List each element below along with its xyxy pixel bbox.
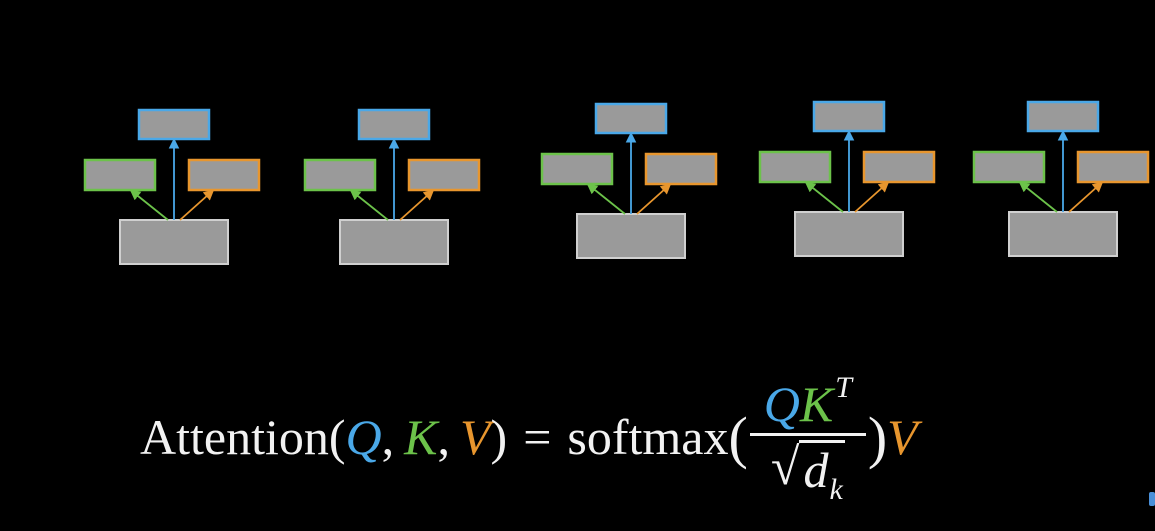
attention-unit-2 — [303, 108, 481, 265]
numerator-q: Q — [763, 376, 800, 432]
key-node — [758, 150, 832, 184]
formula-big-close-paren: ) — [867, 404, 888, 470]
denominator-subscript: k — [829, 473, 843, 506]
formula-comma-2: , — [437, 409, 451, 465]
attention-formula: Attention ( Q , K , V ) = softmax ( Q K … — [140, 352, 918, 522]
key-arrow — [1018, 181, 1058, 213]
numerator-k: K — [799, 376, 834, 432]
fraction-denominator: √ d k — [770, 436, 845, 505]
denominator-d: d — [803, 442, 829, 498]
attention-unit-3 — [540, 102, 718, 259]
value-arrow — [1068, 181, 1104, 213]
attention-unit-5 — [972, 100, 1150, 257]
formula-softmax: softmax — [567, 409, 729, 465]
input-node — [1008, 211, 1118, 257]
value-node — [407, 158, 481, 192]
formula-open-paren: ( — [328, 409, 346, 465]
fraction-bar — [749, 433, 866, 436]
numerator-superscript: T — [835, 371, 852, 404]
formula-comma-1: , — [381, 409, 395, 465]
input-node — [794, 211, 904, 257]
formula-v: V — [460, 409, 491, 465]
fraction-numerator: Q K T — [760, 373, 856, 433]
value-arrow — [854, 181, 890, 213]
input-node — [339, 219, 449, 265]
formula-trailing-v: V — [887, 409, 918, 465]
input-node — [119, 219, 229, 265]
formula-big-open-paren: ( — [728, 404, 748, 470]
key-node — [540, 152, 614, 186]
query-node — [1026, 100, 1100, 133]
query-node — [594, 102, 668, 135]
formula-k: K — [404, 409, 438, 465]
value-node — [1076, 150, 1150, 184]
attention-unit-1 — [83, 108, 261, 265]
query-node — [812, 100, 886, 133]
corner-mark — [1149, 492, 1155, 506]
formula-fraction: Q K T √ d k — [749, 373, 866, 505]
query-node — [357, 108, 431, 141]
key-arrow — [129, 189, 169, 221]
sqrt-radicand: d k — [799, 440, 845, 505]
value-arrow — [636, 183, 672, 215]
value-node — [187, 158, 261, 192]
key-arrow — [586, 183, 626, 215]
formula-equals: = — [523, 409, 552, 465]
key-node — [303, 158, 377, 192]
formula-close-paren: ) — [490, 409, 508, 465]
key-node — [83, 158, 157, 192]
sqrt-symbol: √ — [770, 438, 800, 496]
key-node — [972, 150, 1046, 184]
attention-unit-4 — [758, 100, 936, 257]
value-arrow — [399, 189, 435, 221]
query-node — [137, 108, 211, 141]
value-node — [644, 152, 718, 186]
formula-name: Attention — [140, 409, 329, 465]
value-arrow — [179, 189, 215, 221]
value-node — [862, 150, 936, 184]
key-arrow — [349, 189, 389, 221]
key-arrow — [804, 181, 844, 213]
input-node — [576, 213, 686, 259]
attention-heads-diagram — [83, 100, 1150, 265]
formula-q: Q — [345, 409, 382, 465]
